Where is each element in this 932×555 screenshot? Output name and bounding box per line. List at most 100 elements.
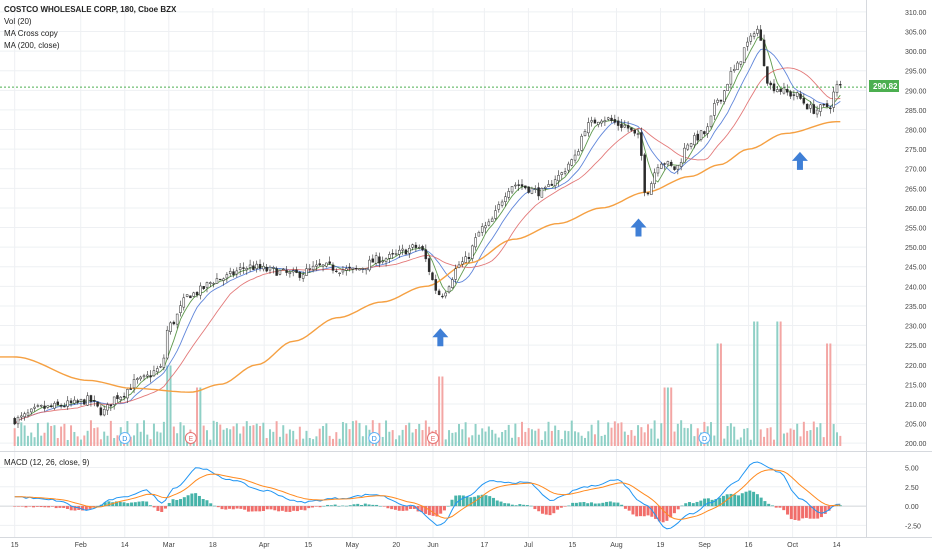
macd-histogram-bar (54, 506, 58, 509)
volume-bar (796, 423, 799, 446)
candle-body (766, 66, 769, 84)
price-tick-label: 205.00 (905, 422, 927, 429)
volume-bar (133, 435, 136, 446)
volume-bar (305, 430, 308, 446)
candlesticks (13, 25, 842, 428)
volume-bar (696, 428, 699, 446)
volume-bar (93, 428, 96, 446)
volume-bar (335, 432, 338, 446)
volume-bar (514, 423, 517, 446)
volume-bar (779, 321, 782, 446)
time-tick-label: 14 (121, 542, 129, 549)
candle-body (411, 244, 414, 248)
candle-body (73, 399, 76, 404)
volume-bar (719, 343, 722, 446)
volume-bar (206, 430, 208, 446)
price-tick-label: 310.00 (905, 10, 927, 17)
candle-body (636, 133, 640, 135)
volume-bar (235, 423, 238, 446)
volume-bar (802, 421, 805, 446)
macd-histogram-bar (676, 506, 680, 510)
volume-bar (776, 321, 779, 446)
macd-histogram-bar (337, 506, 341, 507)
volume-bar (315, 436, 318, 446)
volume-bar (640, 427, 643, 446)
macd-histogram-bar (752, 491, 756, 507)
candle-body (713, 103, 716, 116)
macd-histogram-bar (744, 491, 748, 507)
volume-bar (753, 321, 756, 446)
macd-histogram-bar (280, 506, 284, 511)
candle-body (33, 406, 36, 409)
volume-bar (325, 423, 328, 446)
volume-bar (627, 434, 630, 446)
volume-bar (643, 432, 646, 446)
volume-bar (716, 343, 719, 446)
candle-body (480, 226, 484, 233)
price-tick-label: 295.00 (905, 69, 927, 76)
candle-body (633, 129, 636, 134)
price-tick-label: 225.00 (905, 343, 927, 350)
macd-histogram-bar (137, 501, 141, 507)
volume-bar (408, 422, 411, 446)
macd-histogram-bar (333, 504, 337, 507)
volume-bar (736, 439, 739, 446)
macd-histogram-bar (190, 493, 194, 507)
macd-histogram-bar (258, 506, 262, 512)
volume-bar (537, 428, 540, 446)
macd-histogram-bar (386, 506, 390, 509)
candle-body (126, 389, 129, 399)
candle-body (616, 120, 620, 126)
macd-histogram-bar (688, 502, 692, 507)
candle-body (159, 366, 162, 368)
volume-bar (690, 424, 693, 446)
candle-body (202, 286, 205, 289)
macd-histogram-bar (729, 493, 733, 507)
volume-bar (109, 420, 112, 446)
candle-body (59, 405, 63, 407)
event-marker (368, 432, 381, 444)
volume-bar (249, 425, 252, 446)
macd-histogram-bar (47, 506, 51, 508)
macd-histogram-bar (235, 506, 239, 509)
candle-body (245, 268, 249, 271)
macd-histogram-bar (292, 506, 296, 511)
volume-bar (215, 421, 218, 446)
macd-histogram-bar (446, 505, 450, 507)
ma-line (14, 35, 841, 425)
price-tick-label: 305.00 (905, 30, 927, 37)
candle-body (142, 375, 146, 378)
macd-histogram-bar (360, 504, 364, 507)
candle-body (600, 120, 603, 124)
volume-bar (680, 420, 683, 446)
macd-histogram-bar (503, 503, 507, 507)
macd-histogram-bar (122, 502, 126, 507)
macd-histogram-bar (431, 506, 435, 516)
macd-histogram-bar (228, 506, 232, 509)
candle-body (219, 278, 222, 281)
event-marker-label: E (431, 436, 436, 443)
candle-body (83, 399, 86, 405)
time-tick-label: 16 (745, 542, 753, 549)
volume-bar (610, 427, 613, 446)
volume-bar (414, 429, 417, 446)
event-marker-label: D (702, 436, 707, 443)
volume-bar (385, 420, 388, 446)
time-tick-label: 14 (833, 542, 841, 549)
price-tick-label: 300.00 (905, 49, 927, 56)
volume-bar (587, 431, 590, 446)
volume-bar (361, 436, 364, 446)
macd-histogram-bar (763, 501, 767, 507)
candle-body (182, 297, 186, 308)
candle-body (345, 268, 348, 271)
candle-body (490, 218, 494, 222)
macd-histogram-bar (488, 496, 492, 507)
volume-bar (441, 376, 444, 446)
volume-bar (570, 420, 573, 446)
candle-body (723, 90, 726, 102)
candle-body (394, 253, 398, 255)
volume-bar (43, 432, 46, 446)
candle-body (398, 249, 401, 255)
